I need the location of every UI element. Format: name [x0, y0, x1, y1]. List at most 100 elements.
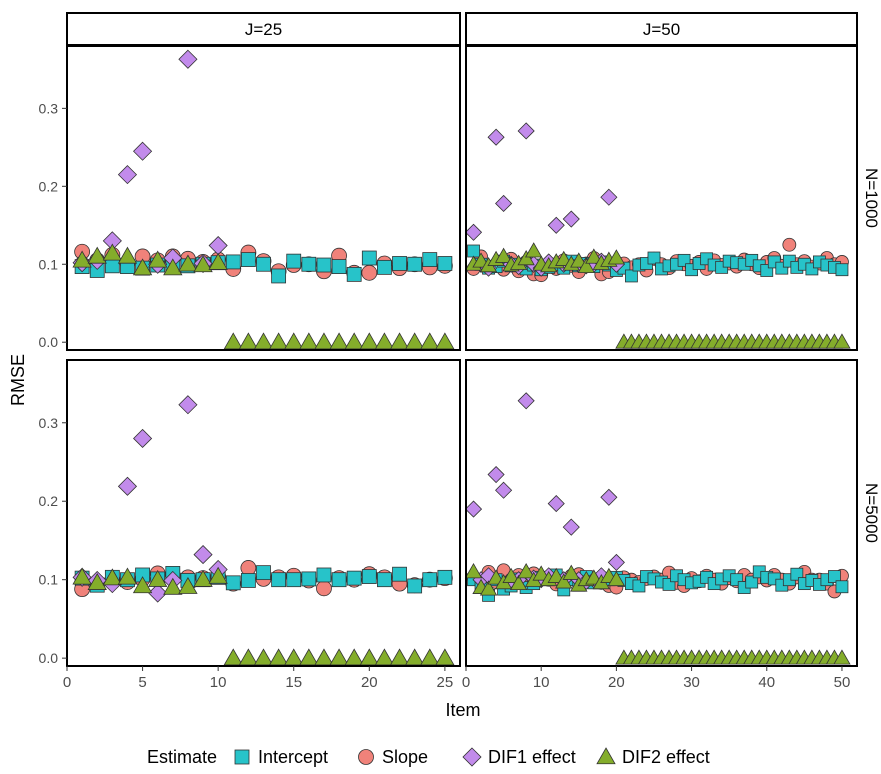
point-dif2-effect — [102, 243, 123, 261]
x-tick-label: 40 — [758, 674, 775, 691]
point-dif2-effect — [833, 333, 851, 349]
point-dif2-effect — [253, 648, 274, 666]
point-dif1-effect — [487, 465, 505, 484]
point-dif2-effect — [238, 332, 259, 350]
axes-layer: J=25 J=50 N=1000 N=5000 0.0 0.1 0.2 0.3 0.0 0.1 0.… — [39, 12, 881, 691]
point-intercept — [625, 269, 638, 283]
facet-strip-row — [857, 360, 881, 666]
y-tick-label: 0.0 — [39, 334, 59, 350]
series-dif2-effect — [464, 563, 851, 665]
point-intercept — [422, 252, 438, 267]
point-dif2-effect — [435, 332, 455, 350]
panels-layer — [66, 45, 858, 667]
point-dif2-effect — [223, 648, 243, 666]
point-intercept — [392, 566, 407, 582]
x-axis-label: Item — [445, 700, 480, 720]
point-dif1-effect — [117, 165, 138, 185]
point-intercept — [346, 266, 362, 282]
point-intercept — [346, 570, 362, 586]
point-dif2-effect — [607, 249, 626, 265]
y-tick-label: 0.1 — [39, 256, 59, 272]
point-dif2-effect — [524, 242, 543, 258]
point-dif1-effect — [600, 488, 618, 506]
point-dif2-effect — [359, 332, 379, 350]
point-dif2-effect — [517, 563, 535, 579]
point-dif2-effect — [404, 332, 425, 350]
point-dif1-effect — [464, 223, 483, 241]
point-dif2-effect — [223, 332, 243, 350]
legend-key-slope — [358, 749, 374, 765]
panel-border — [66, 359, 461, 667]
x-tick-label: 15 — [285, 674, 302, 691]
point-dif2-effect — [87, 573, 107, 590]
point-dif2-effect — [117, 567, 138, 585]
point-dif2-effect — [570, 252, 588, 268]
y-tick-label: 0.2 — [39, 178, 59, 194]
point-intercept — [225, 254, 241, 270]
point-dif2-effect — [163, 577, 183, 595]
point-dif2-effect — [72, 567, 92, 585]
point-dif2-effect — [562, 564, 580, 580]
legend-label: Slope — [382, 747, 428, 767]
point-intercept — [790, 567, 804, 581]
point-intercept — [745, 575, 759, 589]
point-slope — [361, 264, 378, 281]
point-dif1-effect — [495, 194, 513, 213]
point-intercept — [256, 565, 271, 581]
point-dif2-effect — [344, 648, 364, 666]
point-intercept — [647, 251, 661, 265]
facet-strip-col — [66, 12, 461, 46]
point-dif2-effect — [299, 332, 319, 350]
x-tick-label: 20 — [608, 674, 625, 691]
point-dif2-effect — [178, 576, 198, 594]
point-intercept — [104, 258, 120, 274]
point-intercept — [632, 579, 646, 593]
point-intercept — [240, 252, 256, 267]
point-dif1-effect — [193, 545, 213, 565]
point-dif2-effect — [359, 648, 379, 666]
point-dif2-effect — [479, 580, 498, 596]
point-dif2-effect — [193, 255, 213, 273]
point-dif2-effect — [607, 570, 626, 587]
point-dif2-effect — [329, 648, 349, 666]
point-intercept — [467, 244, 480, 258]
point-dif2-effect — [87, 246, 107, 264]
point-dif2-effect — [253, 332, 274, 350]
panel-j25-n1000 — [66, 45, 461, 351]
y-axis-label: RMSE — [8, 354, 28, 406]
point-dif2-effect — [494, 247, 513, 263]
legend-title: Estimate — [147, 747, 217, 767]
facet-strip-col — [465, 12, 858, 46]
point-dif1-effect — [607, 553, 625, 571]
point-dif1-effect — [133, 428, 153, 449]
point-intercept — [301, 571, 317, 587]
point-dif2-effect — [374, 332, 395, 350]
point-intercept — [437, 569, 453, 585]
point-intercept — [377, 259, 392, 275]
y-tick-label: 0.0 — [39, 650, 59, 666]
y-tick-label: 0.3 — [39, 100, 59, 116]
point-dif1-effect — [600, 188, 618, 206]
point-intercept — [316, 257, 332, 273]
x-tick-label: 10 — [210, 674, 227, 691]
point-dif1-effect — [562, 210, 580, 228]
point-dif2-effect — [547, 567, 565, 583]
point-intercept — [331, 572, 347, 588]
x-tick-label: 5 — [138, 674, 146, 691]
point-dif2-effect — [178, 254, 198, 272]
x-tick-label: 0 — [63, 674, 71, 691]
point-dif1-effect — [208, 235, 228, 256]
point-dif2-effect — [163, 258, 183, 276]
point-intercept — [437, 256, 453, 271]
point-dif1-effect — [464, 500, 483, 518]
panel-j50-n5000 — [464, 359, 858, 667]
legend-label: Intercept — [258, 747, 328, 767]
point-dif2-effect — [148, 250, 168, 268]
series-dif2-effect — [464, 242, 851, 349]
point-intercept — [835, 263, 849, 277]
point-dif1-effect — [547, 216, 565, 234]
point-dif2-effect — [208, 566, 228, 584]
point-dif1-effect — [117, 476, 138, 496]
x-tick-label: 0 — [462, 674, 470, 691]
